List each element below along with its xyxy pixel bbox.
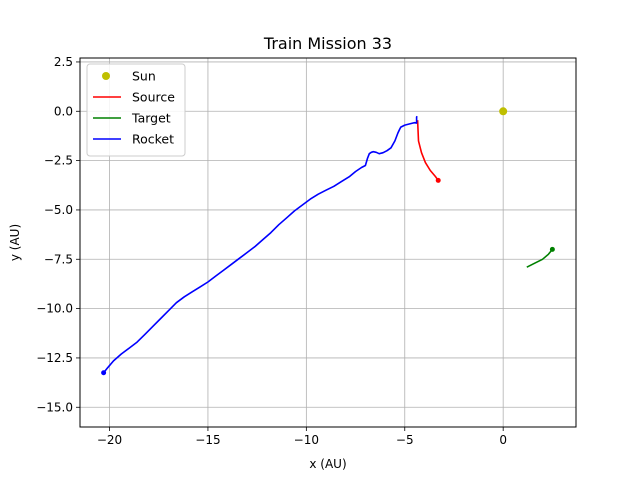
legend-rocket-label: Rocket — [132, 132, 174, 147]
target-end-point — [549, 246, 555, 252]
y-tick-label: −15.0 — [36, 400, 73, 414]
y-tick-label: −2.5 — [44, 154, 73, 168]
legend-target-label: Target — [131, 111, 171, 126]
rocket-start-point — [101, 370, 107, 376]
y-axis-label: y (AU) — [8, 224, 22, 261]
x-tick-label: −5 — [396, 433, 414, 447]
y-tick-label: 2.5 — [54, 55, 73, 69]
y-tick-label: 0.0 — [54, 104, 73, 118]
x-tick-label: −15 — [195, 433, 220, 447]
y-tick-label: −7.5 — [44, 252, 73, 266]
x-axis-label: x (AU) — [309, 457, 346, 471]
legend: Sun Source Target Rocket — [86, 63, 186, 157]
y-tick-label: −10.0 — [36, 302, 73, 316]
x-tick-label: 0 — [499, 433, 507, 447]
x-tick-label: −10 — [294, 433, 319, 447]
legend-sun-swatch — [102, 72, 110, 80]
source-line — [416, 120, 439, 181]
series-layer — [101, 107, 555, 376]
x-tick-label: −20 — [97, 433, 122, 447]
source-end-point — [435, 177, 441, 183]
target-line — [526, 248, 554, 268]
legend-sun-label: Sun — [132, 69, 156, 84]
plot-frame — [79, 57, 577, 428]
rocket-line — [102, 115, 418, 374]
y-tick-label: −5.0 — [44, 203, 73, 217]
chart-title: Train Mission 33 — [263, 34, 392, 53]
axis-ticks: −20 −15 −10 −5 0 2.5 0.0 −2.5 −5.0 −7.5 −10.0 −12.5… — [36, 55, 507, 447]
y-tick-label: −12.5 — [36, 351, 73, 365]
legend-box — [86, 63, 186, 157]
legend-source-label: Source — [132, 90, 175, 105]
grid-lines — [80, 58, 576, 427]
sun-marker — [499, 107, 508, 116]
